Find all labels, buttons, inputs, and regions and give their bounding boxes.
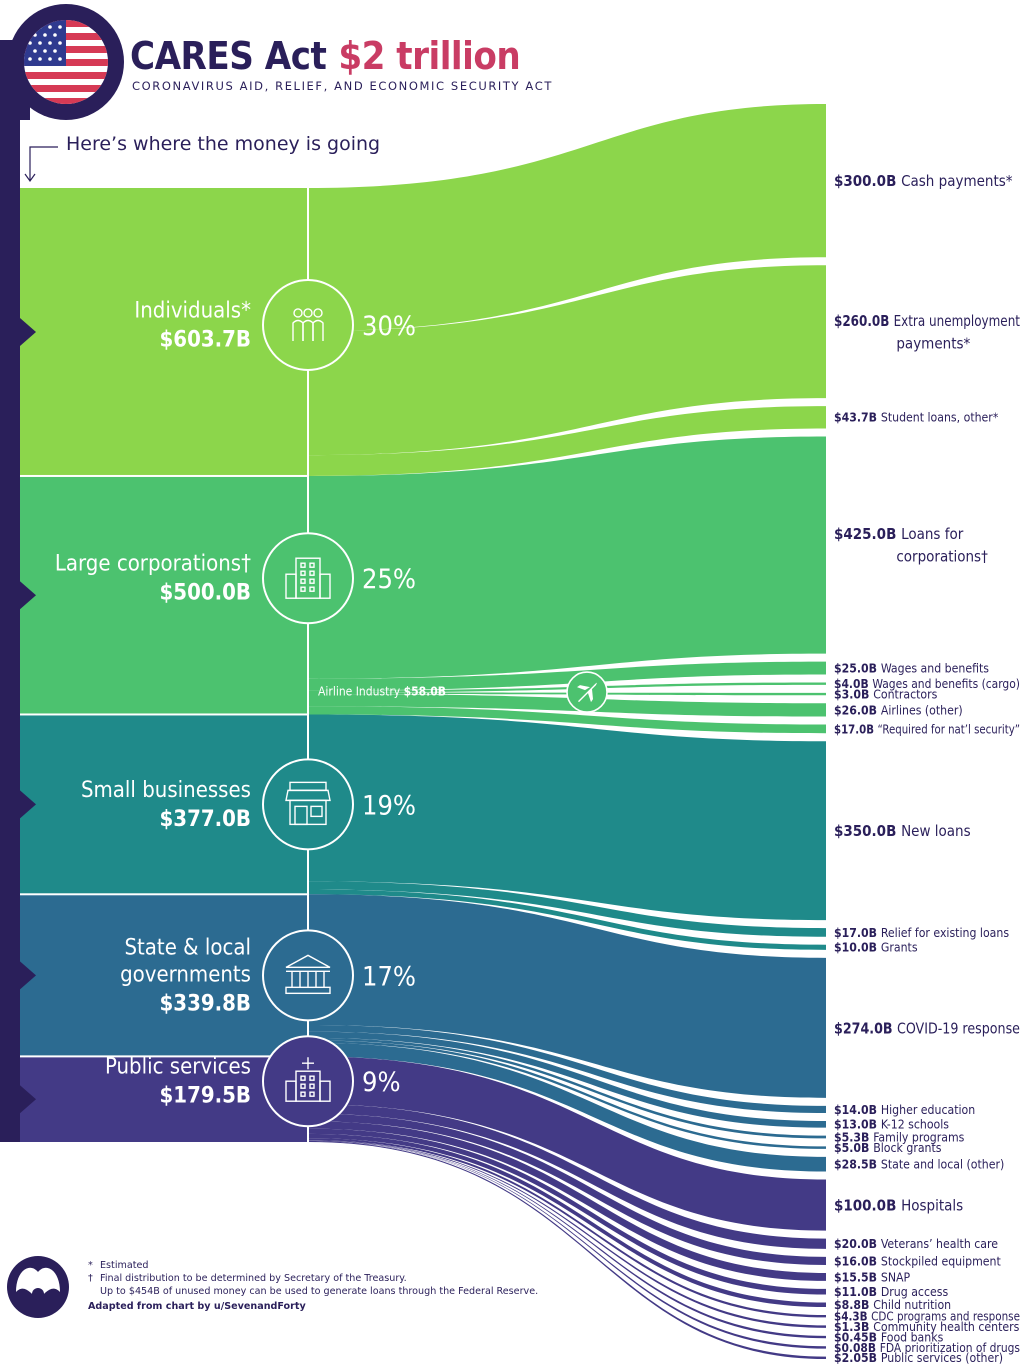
category-percent: 19% <box>362 790 416 821</box>
item-label: $100.0B Hospitals <box>834 1196 963 1214</box>
category-block <box>20 475 309 715</box>
item-label: $274.0B COVID-19 response <box>834 1019 1020 1037</box>
item-label: $2.05B Public services (other) <box>834 1351 1003 1365</box>
item-label: $260.0B Extra unemployment <box>834 312 1020 330</box>
flow-band <box>308 889 826 950</box>
item-label: $20.0B Veterans’ health care <box>834 1237 998 1251</box>
item-label: $43.7B Student loans, other* <box>834 411 999 425</box>
visual-capitalist-logo-icon <box>7 1256 69 1318</box>
category-value: $603.7B <box>160 327 251 352</box>
category-name: State & local <box>124 935 251 960</box>
tagline: Here’s where the money is going <box>66 133 381 155</box>
item-label: $28.5B State and local (other) <box>834 1158 1004 1172</box>
flow-band <box>308 1042 826 1172</box>
item-label-cont: payments* <box>896 334 970 352</box>
airline-label: Airline Industry $58.0B <box>318 684 446 698</box>
spine-marker <box>20 790 36 819</box>
category-node <box>262 532 354 625</box>
flow-band <box>308 1141 826 1360</box>
item-label: $300.0B Cash payments* <box>834 172 1013 190</box>
flow-band <box>308 894 826 1098</box>
flow-band <box>308 661 826 691</box>
item-label: $3.0B Contractors <box>834 687 938 701</box>
footnotes: * Estimated † Final distribution to be det… <box>88 1259 538 1313</box>
category-name: Large corporations† <box>55 552 251 577</box>
category-block <box>20 894 309 1057</box>
category-name: governments <box>120 962 251 987</box>
item-label: $11.0B Drug access <box>834 1285 948 1299</box>
item-label: $1.3B Community health centers <box>834 1320 1020 1334</box>
footnote-dagger-cont: Up to $454B of unused money can be used … <box>100 1286 539 1297</box>
page-title: CARES Act $2 trillion <box>130 34 521 78</box>
item-label-cont: corporations† <box>896 548 988 566</box>
item-label: $13.0B K-12 schools <box>834 1118 949 1132</box>
category-percent: 30% <box>362 311 416 342</box>
airplane-icon <box>577 682 597 703</box>
spine-marker <box>20 961 36 990</box>
item-label: $26.0B Airlines (other) <box>834 703 963 717</box>
flow-band <box>308 436 826 679</box>
item-label: $5.3B Family programs <box>834 1130 965 1144</box>
footnote-dagger: † Final distribution to be determined by … <box>88 1273 407 1284</box>
item-label: $8.8B Child nutrition <box>834 1298 951 1312</box>
category-value: $500.0B <box>160 581 251 606</box>
item-label: $0.45B Food banks <box>834 1330 944 1344</box>
tagline-arrow-icon <box>24 146 58 183</box>
category-block <box>20 1056 309 1142</box>
category-divider <box>20 474 308 477</box>
flow-band <box>308 406 826 476</box>
category-node <box>262 758 354 851</box>
item-label: $350.0B New loans <box>834 822 971 840</box>
building-icon <box>285 557 331 599</box>
category-node <box>262 1035 354 1128</box>
category-node <box>262 278 354 371</box>
item-label: $10.0B Grants <box>834 941 918 955</box>
government-building-icon <box>285 954 331 995</box>
flow-band <box>308 265 826 456</box>
category-divider <box>20 713 308 716</box>
item-label: $425.0B Loans for <box>834 525 964 543</box>
footnote-estimated: * Estimated <box>88 1260 149 1271</box>
item-label: $17.0B Relief for existing loans <box>834 926 1009 940</box>
category-percent: 17% <box>362 961 416 992</box>
flow-band <box>308 104 826 332</box>
title-amount: $2 trillion <box>338 34 521 78</box>
category-value: $179.5B <box>160 1084 251 1109</box>
item-label: $0.08B FDA prioritization of drugs <box>834 1341 1020 1355</box>
category-divider <box>20 1055 308 1058</box>
spine-marker <box>20 581 36 610</box>
category-name: Individuals* <box>134 298 251 323</box>
category-name: Small businesses <box>81 778 251 803</box>
item-label: $25.0B Wages and benefits <box>834 661 989 675</box>
item-label: $5.0B Block grants <box>834 1141 942 1155</box>
item-label: $4.0B Wages and benefits (cargo) <box>834 677 1020 691</box>
item-label: $4.3B CDC programs and response <box>834 1310 1020 1324</box>
flow-band <box>308 1056 826 1231</box>
category-name: Public services <box>105 1055 251 1080</box>
item-label: $16.0B Stockpiled equipment <box>834 1254 1002 1268</box>
category-value: $339.8B <box>160 991 251 1016</box>
item-label: $17.0B “Required for nat’l security” <box>834 722 1020 736</box>
category-block <box>20 188 309 476</box>
people-icon <box>292 308 324 341</box>
category-divider <box>20 893 308 896</box>
flow-band <box>308 714 826 921</box>
footnote-credit: Adapted from chart by u/SevenandForty <box>88 1301 306 1312</box>
hospital-icon <box>285 1057 331 1102</box>
category-value: $377.0B <box>160 807 251 832</box>
storefront-icon <box>285 781 331 826</box>
flow-band <box>308 706 826 734</box>
left-spine <box>0 100 20 1142</box>
item-label: $15.5B SNAP <box>834 1270 911 1284</box>
page-subtitle: CORONAVIRUS AID, RELIEF, AND ECONOMIC SE… <box>132 79 553 93</box>
flow-band <box>308 881 826 937</box>
category-percent: 25% <box>362 564 416 595</box>
spine-marker <box>20 317 36 346</box>
spine-marker <box>20 1085 36 1114</box>
category-percent: 9% <box>362 1067 401 1098</box>
flow-band <box>308 693 826 717</box>
item-label: $14.0B Higher education <box>834 1103 975 1117</box>
category-block <box>20 714 309 895</box>
